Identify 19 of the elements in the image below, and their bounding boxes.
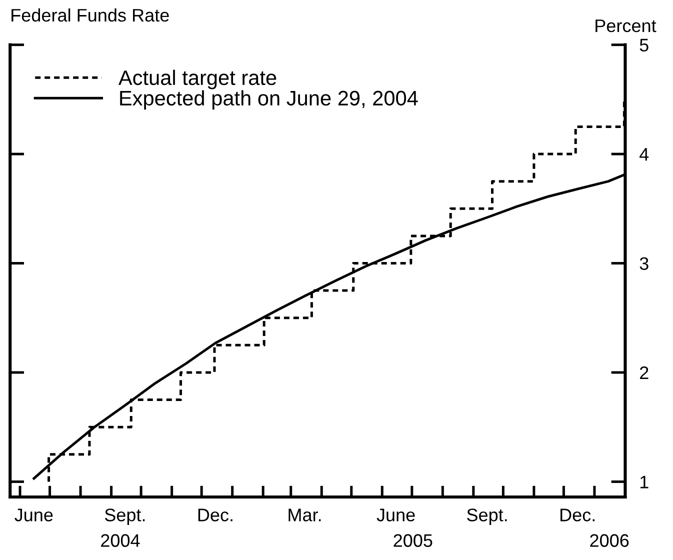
legend-label: Actual target rate bbox=[118, 70, 276, 90]
x2-tick-label: 2004 bbox=[101, 534, 140, 547]
x2-tick-label: 2006 bbox=[590, 534, 629, 547]
x-tick-label: Sept. bbox=[467, 508, 507, 525]
x-tick-label: Dec. bbox=[560, 508, 595, 522]
y-tick-label: 3 bbox=[640, 257, 648, 270]
x2-tick-label: 2005 bbox=[394, 534, 432, 547]
x-tick-label: Dec. bbox=[198, 508, 232, 522]
y-tick-label: 1 bbox=[640, 476, 648, 488]
legend-label: Expected path on June 29, 2004 bbox=[120, 90, 418, 110]
y-tick-label: 4 bbox=[640, 148, 649, 161]
x-tick-label: June bbox=[376, 508, 415, 522]
x-tick-label: June bbox=[14, 508, 53, 522]
y-axis-title: Percent bbox=[596, 20, 656, 32]
y-tick-label: 2 bbox=[640, 366, 648, 380]
x-tick-label: Sept. bbox=[104, 508, 145, 525]
x-tick-label: Mar. bbox=[288, 508, 321, 522]
y-tick-label: 5 bbox=[640, 38, 648, 52]
chart-title: Federal Funds Rate bbox=[12, 8, 169, 22]
